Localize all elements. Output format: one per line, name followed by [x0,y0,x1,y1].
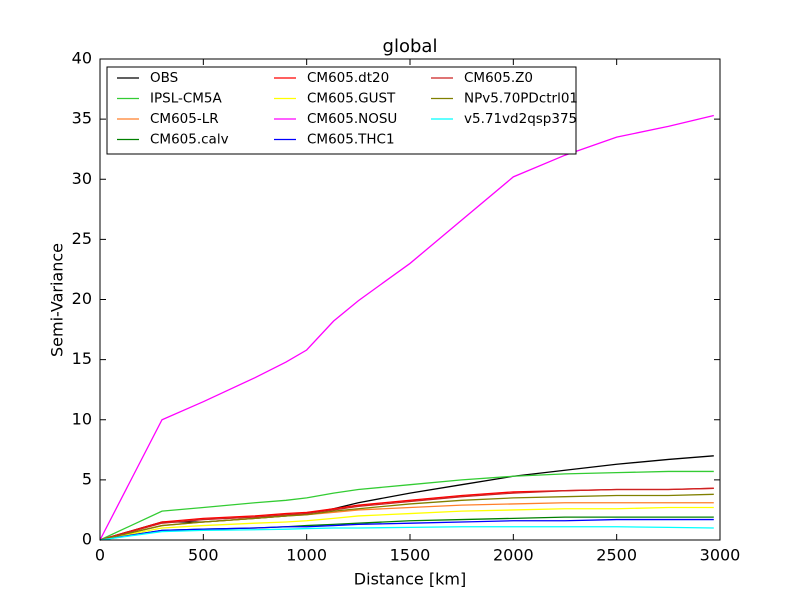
x-tick-label: 1500 [390,546,431,565]
y-tick-label: 10 [72,409,92,428]
legend-label: v5.71vd2qsp375 [464,111,577,127]
y-axis-label: Semi-Variance [48,243,67,357]
x-tick-label: 2500 [596,546,637,565]
series-line [99,518,714,541]
legend-label: CM605.GUST [307,91,396,107]
y-tick-label: 5 [82,469,92,488]
x-tick-label: 0 [95,546,105,565]
legend-label: CM605.dt20 [307,70,389,86]
series-line [99,487,714,541]
series-line [99,506,714,541]
y-tick-label: 15 [72,349,92,368]
x-tick-label: 1000 [286,546,327,565]
legend-label: CM605.THC1 [307,132,395,148]
legend-label: CM605.Z0 [464,70,533,86]
series-line [99,526,714,541]
series-line [99,493,714,541]
legend: OBS IPSL-CM5A CM605-LR CM605.calv CM605.dt20… [106,66,578,155]
y-tick-label: 0 [82,530,92,549]
legend-label: OBS [150,70,178,86]
x-tick-label: 500 [188,546,219,565]
series-line [99,114,714,541]
y-tick-label: 35 [72,109,92,128]
x-axis-label: Distance [km] [354,570,466,589]
chart-title: global [383,36,438,57]
plot-frame [99,58,721,541]
x-tick-label: 3000 [700,546,741,565]
y-tick-label: 30 [72,169,92,188]
legend-label: IPSL-CM5A [150,91,223,107]
y-tick-label: 25 [72,229,92,248]
legend-label: NPv5.70PDctrl01 [464,91,578,107]
legend-label: CM605.NOSU [307,111,397,127]
legend-label: CM605-LR [150,111,219,127]
legend-frame [106,66,577,155]
y-tick-label: 40 [72,49,92,68]
y-tick-label: 20 [72,289,92,308]
x-tick-label: 2000 [493,546,534,565]
series-line [99,470,714,541]
legend-label: CM605.calv [150,132,229,148]
